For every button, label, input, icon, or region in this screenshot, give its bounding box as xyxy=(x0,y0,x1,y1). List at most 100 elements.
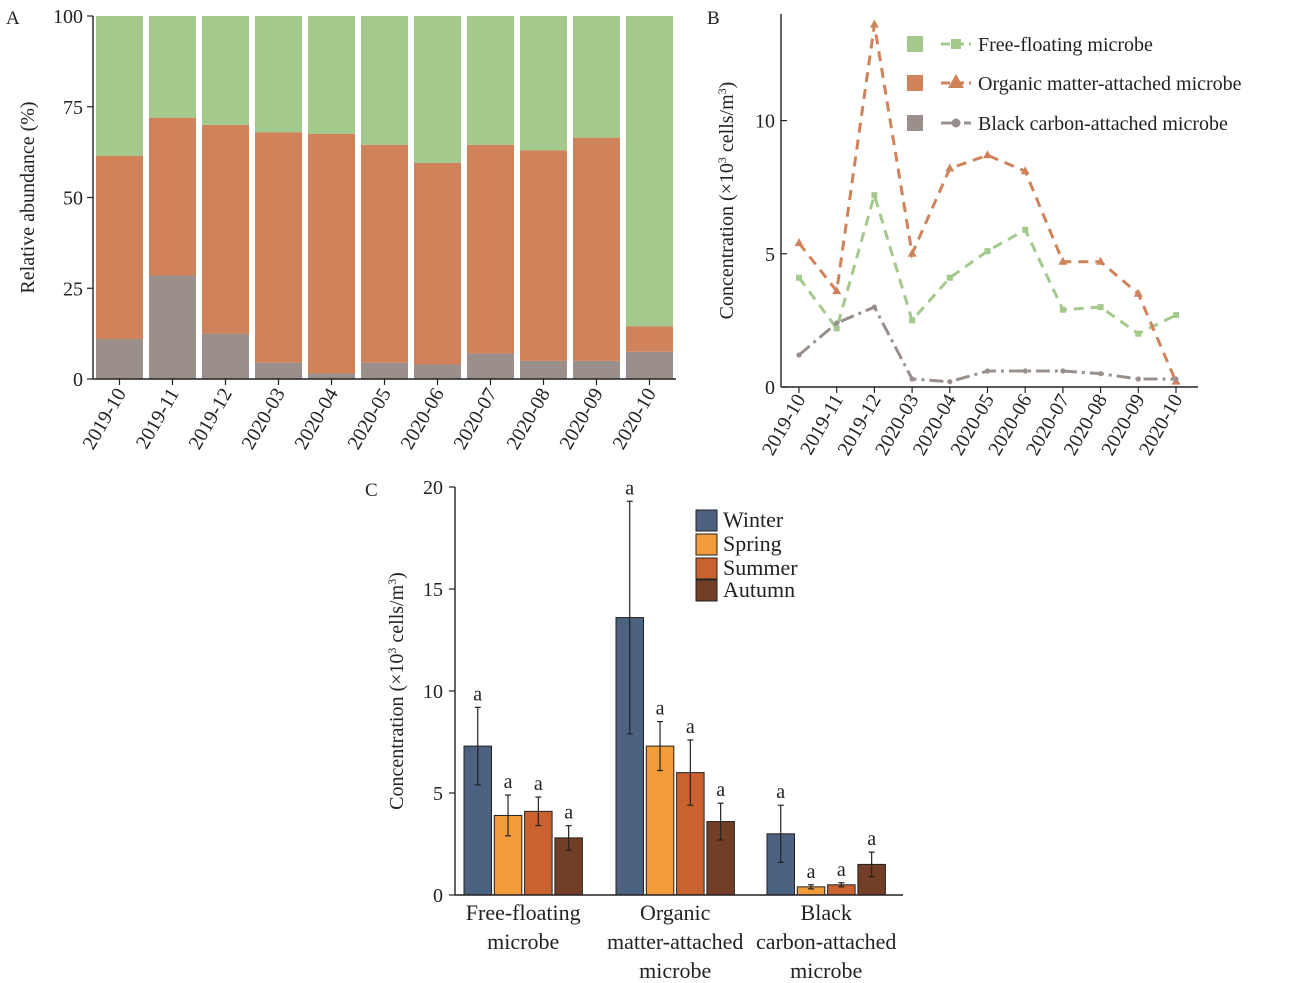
x-category-label-2-0: Black xyxy=(801,900,852,925)
point-free-2020-08 xyxy=(1097,304,1104,311)
bar-free-2020-10 xyxy=(626,16,673,327)
bar-organic-2020-06 xyxy=(414,163,461,365)
significance-letter-summer-2: a xyxy=(837,859,846,881)
bar-black-2019-12 xyxy=(202,333,249,379)
bar-organic-2020-08 xyxy=(520,150,567,361)
point-free-2019-11 xyxy=(833,325,840,332)
bar-organic-2019-12 xyxy=(202,124,249,334)
x-tick-label-2019-12: 2019-12 xyxy=(184,385,236,454)
bar-organic-2019-10 xyxy=(96,155,143,340)
x-tick-label-2020-10: 2020-10 xyxy=(608,385,660,454)
bar-free-2020-09 xyxy=(573,16,620,138)
point-black-2020-07 xyxy=(1060,368,1066,374)
legend-marker-organic xyxy=(948,74,964,88)
point-black-2020-06 xyxy=(1022,368,1028,374)
y-axis-label-part-3: 3 xyxy=(715,88,729,94)
legend-label-organic: Organic matter-attached microbe xyxy=(978,73,1242,95)
bar-organic-2020-10 xyxy=(626,326,673,352)
y-axis-label-part-4: ) xyxy=(386,572,408,579)
legend-label-spring: Spring xyxy=(723,531,782,556)
legend-swatch-summer xyxy=(695,557,718,580)
significance-letter-spring-2: a xyxy=(807,861,816,883)
legend-label-black: Black carbon-attached microbe xyxy=(978,113,1228,135)
x-tick-label-2020-06: 2020-06 xyxy=(396,385,448,454)
point-organic-2020-08 xyxy=(1096,256,1106,265)
bar-black-2020-06 xyxy=(414,364,461,379)
bar-organic-2020-05 xyxy=(361,144,408,363)
y-tick-label-25: 25 xyxy=(63,278,83,300)
x-category-label-0-0: Free-floating xyxy=(466,900,581,925)
x-tick-label-2020-03: 2020-03 xyxy=(237,385,289,454)
y-tick-label-50: 50 xyxy=(63,188,83,210)
legend-swatch-spring xyxy=(695,533,718,556)
y-tick-label-0: 0 xyxy=(73,369,83,391)
x-tick-label-2019-11: 2019-11 xyxy=(132,385,184,453)
point-organic-2019-10 xyxy=(794,238,804,247)
panel-a: 2019-10 2019-11 2019-12 2020-03 2020-04 2020-… xyxy=(17,6,676,453)
point-free-2020-07 xyxy=(1059,306,1066,313)
y-axis-label-part-1: 3 xyxy=(385,648,399,654)
point-free-2020-03 xyxy=(909,317,916,324)
panel-b-letter: B xyxy=(707,8,720,29)
x-tick-label-2019-10: 2019-10 xyxy=(78,385,130,454)
point-free-2020-04 xyxy=(946,274,953,281)
y-axis-label-part-1: 3 xyxy=(715,157,729,163)
y-axis-label-part-0: Concentration (×10 xyxy=(386,654,408,810)
point-black-2020-04 xyxy=(947,379,953,385)
point-organic-2020-06 xyxy=(1020,166,1030,175)
x-tick-label-2020-08: 2020-08 xyxy=(502,385,554,454)
panel-c-letter: C xyxy=(365,480,378,501)
significance-letter-winter-1: a xyxy=(625,477,634,499)
x-tick-label-2020-07: 2020-07 xyxy=(449,385,501,454)
bar-black-2020-10 xyxy=(626,351,673,379)
bar-free-2020-08 xyxy=(520,16,567,151)
x-category-label-1-0: Organic xyxy=(640,900,711,925)
y-axis-label-part-2: cells/m xyxy=(386,584,408,647)
point-free-2020-10 xyxy=(1173,312,1179,319)
bar-black-2020-07 xyxy=(467,353,514,379)
panel-a-letter: A xyxy=(6,8,20,29)
point-free-2019-12 xyxy=(871,192,878,199)
significance-letter-summer-0: a xyxy=(534,773,543,795)
panel-c: aa aaFree-floatingmicrobeaaaaOrganicmatte… xyxy=(385,477,903,983)
bar-free-2020-04 xyxy=(308,16,355,134)
legend-marker-free xyxy=(951,39,961,49)
legend-label-free: Free-floating microbe xyxy=(978,34,1153,56)
significance-letter-spring-0: a xyxy=(504,771,513,793)
point-organic-2020-03 xyxy=(907,248,917,257)
significance-letter-winter-2: a xyxy=(776,781,785,803)
x-category-label-2-1: carbon-attached xyxy=(756,929,896,954)
point-black-2019-10 xyxy=(796,352,802,358)
x-category-label-0-1: microbe xyxy=(487,929,559,954)
bar-organic-2019-11 xyxy=(149,117,196,276)
line-organic xyxy=(797,24,1178,383)
bar-free-2019-12 xyxy=(202,16,249,125)
y-tick-label-0: 0 xyxy=(765,377,775,399)
point-free-2020-05 xyxy=(984,248,991,255)
bar-free-2020-03 xyxy=(255,16,302,133)
point-free-2019-10 xyxy=(796,274,802,281)
legend-swatch-organic xyxy=(907,75,923,91)
significance-letter-winter-0: a xyxy=(473,683,482,705)
bar-black-2020-04 xyxy=(308,373,355,379)
y-axis-label: Concentration (×103 cells/m3) xyxy=(385,572,408,810)
point-organic-2020-07 xyxy=(1058,256,1068,265)
point-organic-2019-11 xyxy=(832,286,842,295)
point-black-2019-11 xyxy=(834,320,840,326)
y-axis-label: Concentration (×103 cells/m3) xyxy=(715,82,738,320)
bar-organic-2020-09 xyxy=(573,137,620,361)
point-black-2020-10 xyxy=(1173,376,1179,382)
legend-swatch-winter xyxy=(695,509,718,532)
y-tick-label-20: 20 xyxy=(423,477,443,499)
x-tick-label-2020-05: 2020-05 xyxy=(343,385,395,454)
bar-free-2019-11 xyxy=(149,16,196,118)
y-axis-label-part-4: ) xyxy=(716,82,738,89)
bar-free-2019-10 xyxy=(96,16,143,156)
line-free xyxy=(797,189,1177,336)
x-category-label-2-2: microbe xyxy=(790,958,862,983)
point-black-2020-08 xyxy=(1098,371,1104,377)
legend-swatch-autumn xyxy=(695,579,718,602)
bar-free-2020-07 xyxy=(467,16,514,145)
legend-swatch-black xyxy=(907,115,923,131)
